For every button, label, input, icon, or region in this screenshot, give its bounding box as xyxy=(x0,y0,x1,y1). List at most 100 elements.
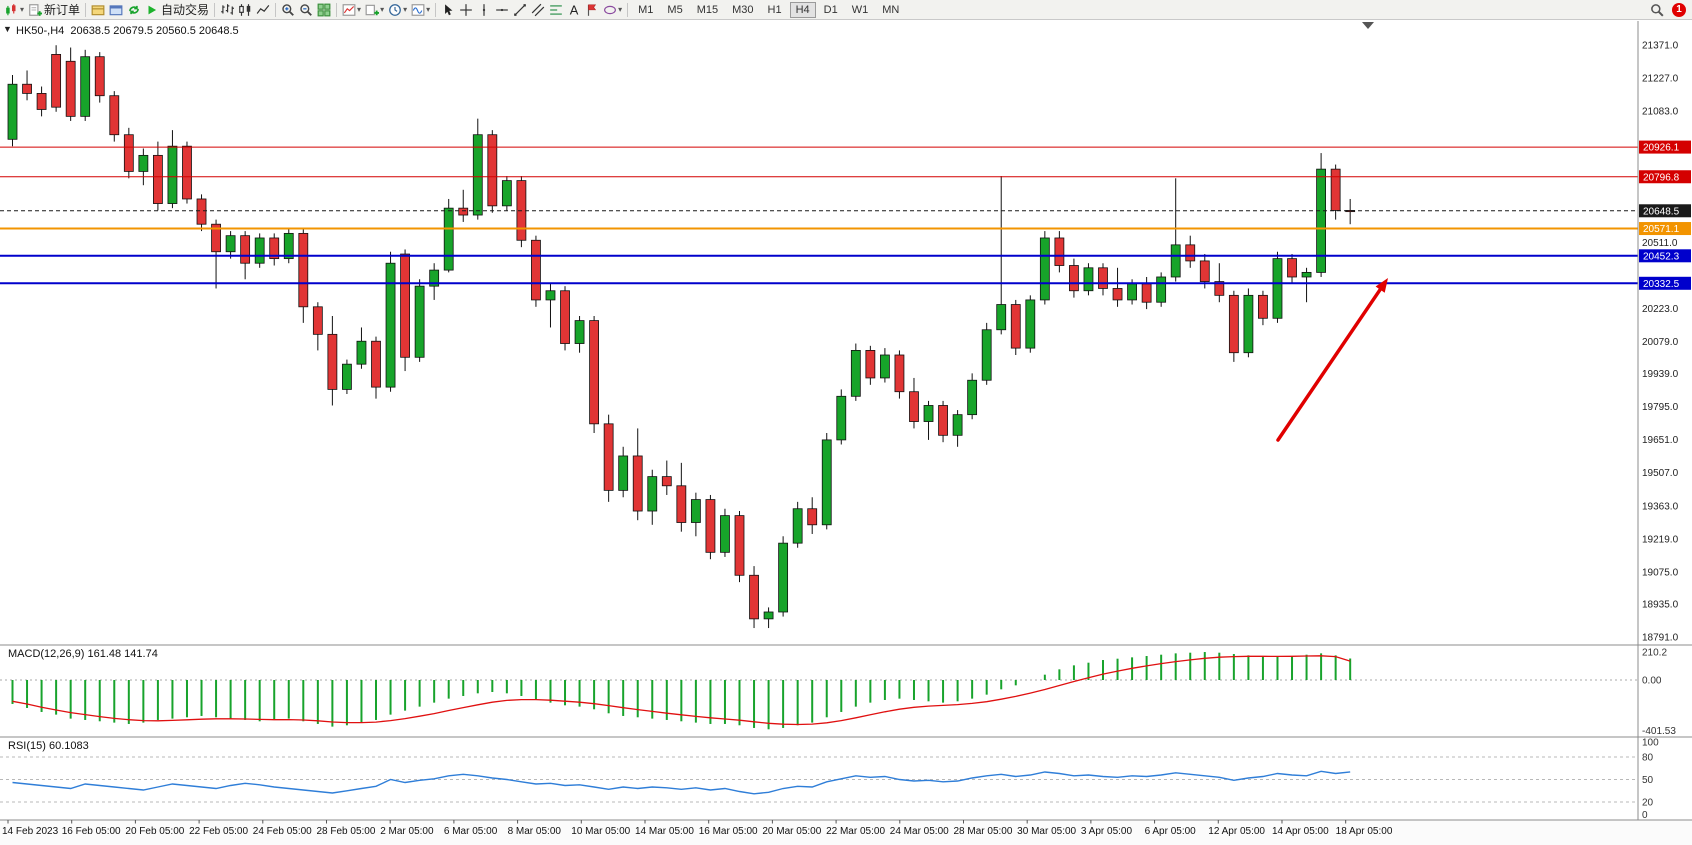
auto-trading-button[interactable]: 自动交易 xyxy=(143,1,211,19)
timeframe-m1-button[interactable]: M1 xyxy=(632,2,659,18)
time-axis-background xyxy=(0,820,1692,845)
bull-candle xyxy=(763,611,774,620)
price-badge xyxy=(1639,140,1691,154)
tile-windows-button[interactable] xyxy=(315,1,333,19)
line-chart-icon xyxy=(256,3,270,17)
time-axis-label: 14 Feb 2023 xyxy=(2,826,59,837)
price-axis-label: 21083.0 xyxy=(1642,107,1679,118)
bear-candle xyxy=(705,499,716,553)
timeframe-m30-button[interactable]: M30 xyxy=(726,2,759,18)
timeframe-m5-button[interactable]: M5 xyxy=(661,2,688,18)
candlestick-chart-icon xyxy=(238,3,252,17)
add-object-button[interactable]: ▾ xyxy=(363,1,386,19)
bull-candle xyxy=(778,542,789,613)
add-object-icon xyxy=(365,3,380,17)
bull-candle xyxy=(720,515,730,553)
one-click-trading-toggle[interactable]: ▼ xyxy=(3,24,12,34)
macd-signal-line xyxy=(12,655,1351,726)
time-axis-label: 24 Feb 05:00 xyxy=(253,826,312,837)
bear-candle xyxy=(1228,294,1239,354)
time-axis-label: 6 Apr 05:00 xyxy=(1145,826,1197,837)
price-axis-label: 19651.0 xyxy=(1642,435,1679,446)
templates-button[interactable]: ▾ xyxy=(409,1,432,19)
data-window-button[interactable] xyxy=(107,1,125,19)
price-axis-label: 21227.0 xyxy=(1642,74,1679,85)
bear-candle xyxy=(1185,244,1196,262)
price-axis-label: 18935.0 xyxy=(1642,599,1679,610)
market-watch-button[interactable] xyxy=(89,1,107,19)
price-badges: 20926.1 20796.8 20648.5 20571.1 20452.3 20332… xyxy=(1639,140,1691,290)
bar-chart-button[interactable] xyxy=(218,1,236,19)
timeframe-h4-button[interactable]: H4 xyxy=(789,1,816,18)
zoom-out-button[interactable] xyxy=(297,1,315,19)
indicators-button[interactable]: ▾ xyxy=(340,1,363,19)
crosshair-button[interactable] xyxy=(457,1,475,19)
price-axis-label: 21371.0 xyxy=(1642,41,1679,52)
text-label-button[interactable]: A xyxy=(565,1,583,19)
periods-button[interactable]: ▾ xyxy=(386,1,409,19)
price-axis-label: 20511.0 xyxy=(1642,238,1678,249)
timeframe-w1-button[interactable]: W1 xyxy=(846,2,875,18)
bear-candle xyxy=(65,60,76,117)
shapes-button[interactable]: ▾ xyxy=(601,1,624,19)
price-badge xyxy=(1639,222,1691,236)
bear-candle xyxy=(1214,281,1225,296)
arrow-objects-button[interactable] xyxy=(583,1,601,19)
cursor-button[interactable] xyxy=(439,1,457,19)
search-button[interactable] xyxy=(1648,1,1666,19)
price-axis-label: 19363.0 xyxy=(1642,501,1679,512)
macd-axis-label: -401.53 xyxy=(1642,726,1676,737)
bear-candle xyxy=(36,93,47,110)
bull-candle xyxy=(1039,237,1050,301)
zoom-in-button[interactable] xyxy=(279,1,297,19)
bull-candle xyxy=(80,56,91,117)
fibonacci-retracement-button[interactable] xyxy=(547,1,565,19)
candlestick-chart-button[interactable] xyxy=(236,1,254,19)
rsi-axis-label: 0 xyxy=(1642,810,1648,821)
bull-candle xyxy=(1127,283,1137,301)
toolbar-separator xyxy=(275,2,277,17)
trendline-button[interactable] xyxy=(511,1,529,19)
time-axis-label: 14 Mar 05:00 xyxy=(635,826,694,837)
new-order-icon xyxy=(28,3,43,17)
rsi-line xyxy=(12,770,1351,795)
toolbar: ▾ 新订单 自动交易 ▾ ▾ ▾ ▾ A ▾ M1 M5 M15 M30 H1 H4 D1 W1 MN 1 xyxy=(0,0,1692,20)
new-order-button[interactable]: 新订单 xyxy=(26,1,82,19)
refresh-button[interactable] xyxy=(125,1,143,19)
timeframe-d1-button[interactable]: D1 xyxy=(818,2,844,18)
bull-candle xyxy=(1316,168,1326,273)
timeframe-m15-button[interactable]: M15 xyxy=(691,2,724,18)
periods-icon xyxy=(388,3,402,17)
price-badge xyxy=(1639,249,1691,263)
timeframe-h1-button[interactable]: H1 xyxy=(762,2,788,18)
bear-candle xyxy=(1258,294,1268,319)
zoom-out-icon xyxy=(299,3,313,17)
timeframe-mn-button[interactable]: MN xyxy=(876,2,905,18)
bull-candle xyxy=(356,340,367,365)
bear-candle xyxy=(371,340,381,388)
crosshair-icon xyxy=(459,3,473,17)
bear-candle xyxy=(211,223,221,253)
horizontal-line-button[interactable] xyxy=(493,1,511,19)
bull-candle xyxy=(618,455,629,491)
vertical-line-button[interactable] xyxy=(475,1,493,19)
line-chart-button[interactable] xyxy=(254,1,272,19)
time-axis-label: 14 Apr 05:00 xyxy=(1272,826,1329,837)
macd-axis-label: 0.00 xyxy=(1642,676,1662,687)
time-axis-label: 18 Apr 05:00 xyxy=(1336,826,1393,837)
price-badge xyxy=(1639,170,1691,184)
new-chart-button[interactable]: ▾ xyxy=(3,1,26,19)
price-axis-background xyxy=(1638,21,1692,820)
equidistant-channel-button[interactable] xyxy=(529,1,547,19)
bear-candle xyxy=(603,423,614,491)
bull-candle xyxy=(574,320,585,344)
bear-candle xyxy=(1069,265,1079,292)
bear-candle xyxy=(94,56,105,97)
time-axis-label: 2 Mar 05:00 xyxy=(380,826,434,837)
bear-candle xyxy=(1098,267,1108,289)
time-axis-label: 16 Mar 05:00 xyxy=(699,826,758,837)
bar-chart-icon xyxy=(220,3,235,17)
price-axis-label: 20223.0 xyxy=(1642,304,1679,315)
notification-badge[interactable]: 1 xyxy=(1672,2,1686,17)
